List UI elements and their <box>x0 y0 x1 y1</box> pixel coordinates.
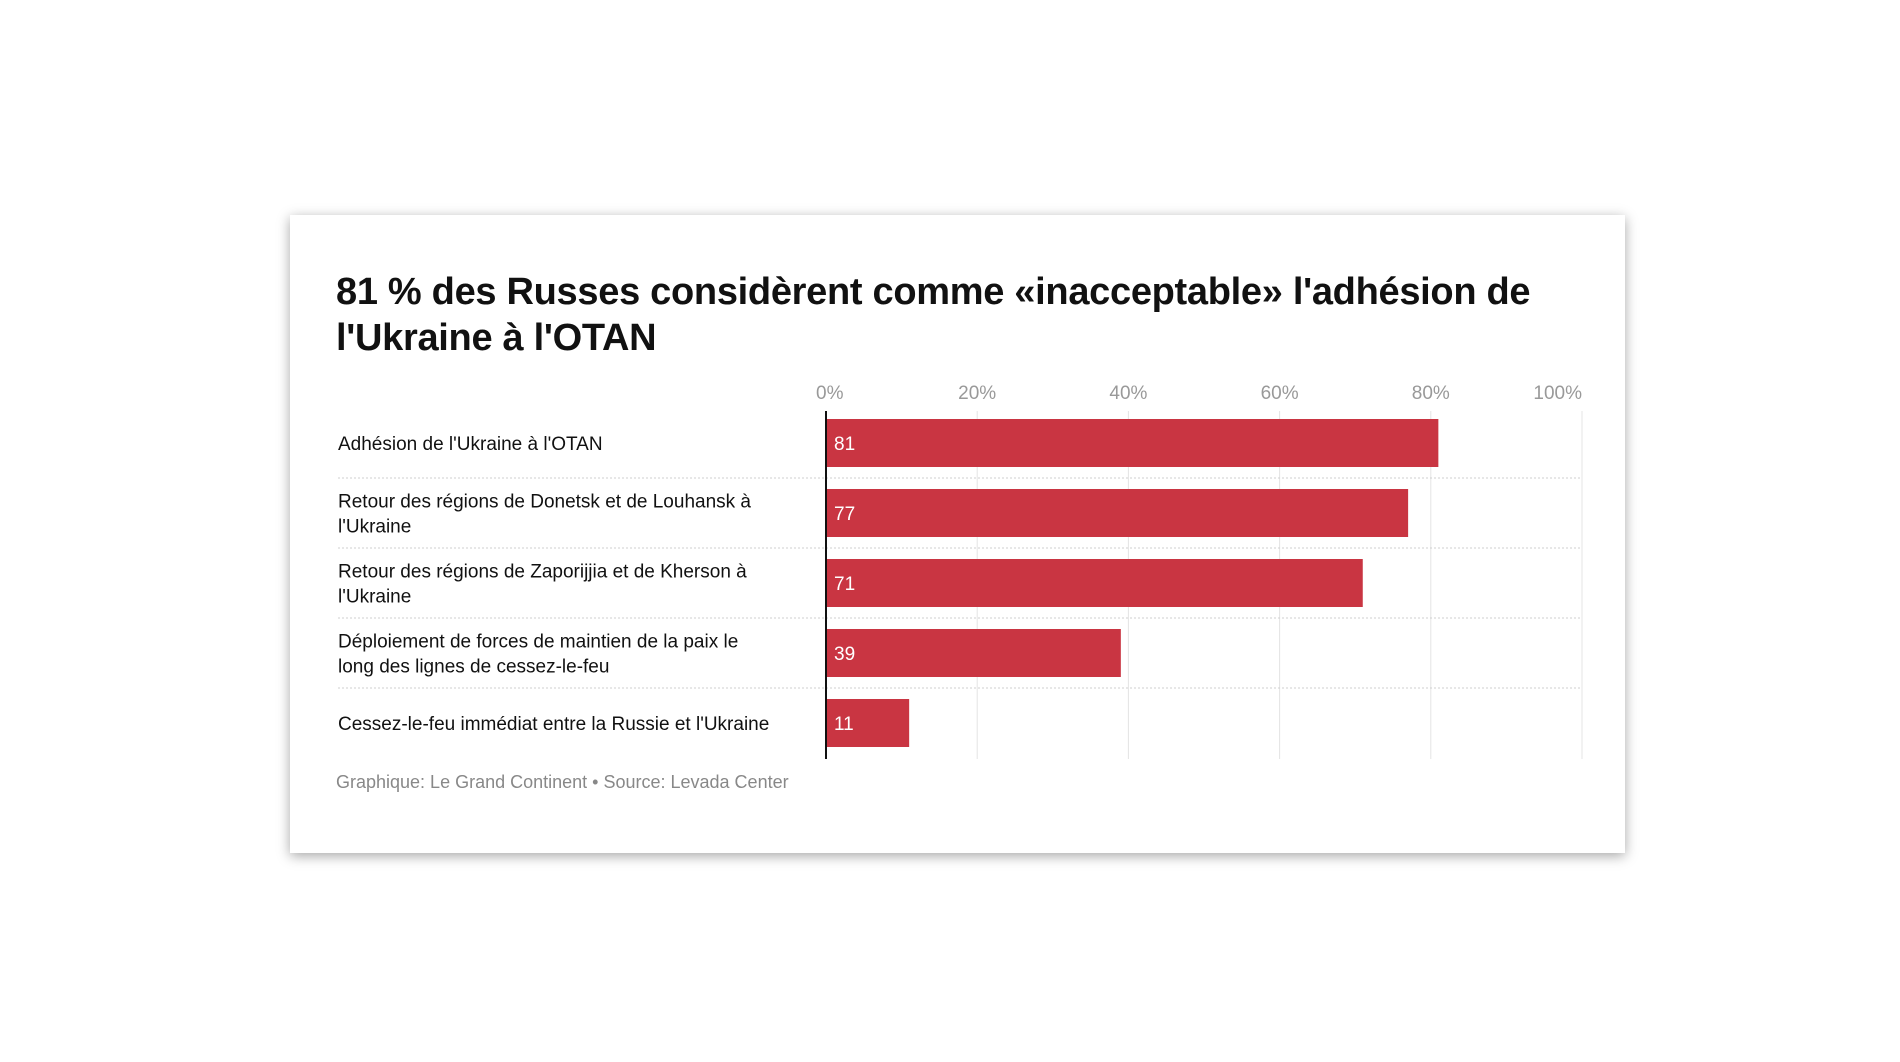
x-tick-label: 20% <box>958 383 996 404</box>
bar-chart: 0% 20% 40% 60% 80% 100% 81 Adhésion de l'Ukrain… <box>338 383 1583 759</box>
x-tick-label: 40% <box>1109 383 1147 404</box>
chart-card: 81 % des Russes considèrent comme «inacc… <box>290 215 1625 853</box>
bar <box>826 699 910 747</box>
bar <box>826 559 1363 607</box>
x-tick-label: 100% <box>1533 383 1582 404</box>
value-label: 71 <box>834 574 855 595</box>
category-label: Retour des régions de Donetsk et de Louh… <box>338 492 751 538</box>
value-label: 11 <box>834 714 854 735</box>
x-tick-label: 60% <box>1261 383 1299 404</box>
bar <box>826 419 1439 467</box>
category-label: Déploiement de forces de maintien de la … <box>338 632 738 678</box>
x-tick-label: 0% <box>816 383 844 404</box>
category-label: Adhésion de l'Ukraine à l'OTAN <box>338 434 603 455</box>
category-label: Cessez-le-feu immédiat entre la Russie e… <box>338 714 769 735</box>
x-tick-label: 80% <box>1412 383 1450 404</box>
bar <box>826 629 1121 677</box>
value-label: 81 <box>834 434 855 455</box>
bar <box>826 489 1409 537</box>
chart-title: 81 % des Russes considèrent comme «inacc… <box>336 271 1531 359</box>
value-label: 39 <box>834 644 855 665</box>
chart-footer: Graphique: Le Grand Continent • Source: … <box>336 772 789 792</box>
value-label: 77 <box>834 504 855 525</box>
category-label: Retour des régions de Zaporijjia et de K… <box>338 562 747 608</box>
